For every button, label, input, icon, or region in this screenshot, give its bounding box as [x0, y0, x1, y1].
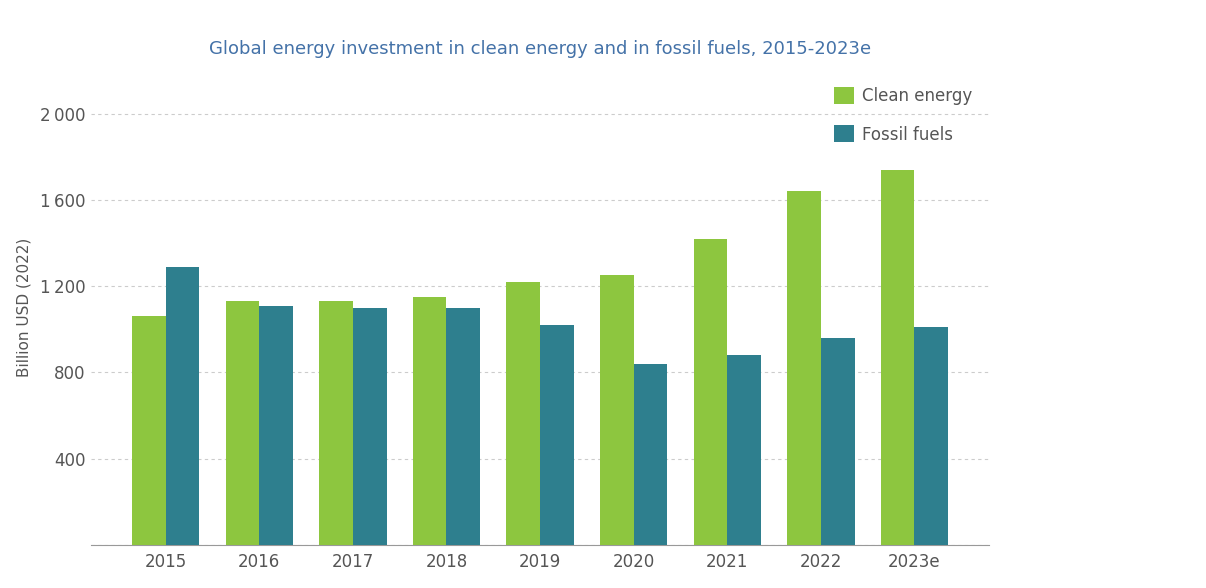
Bar [914, 327, 948, 545]
Bar [353, 308, 387, 545]
Bar [446, 308, 480, 545]
Bar [788, 191, 821, 545]
Bar [412, 297, 446, 545]
Bar [540, 325, 574, 545]
Bar [226, 301, 259, 545]
Bar [599, 275, 633, 545]
Bar [821, 338, 855, 545]
Bar [727, 355, 761, 545]
Title: Global energy investment in clean energy and in fossil fuels, 2015-2023e: Global energy investment in clean energy… [209, 40, 871, 58]
Legend: Clean energy, Fossil fuels: Clean energy, Fossil fuels [825, 79, 980, 152]
Bar [633, 364, 667, 545]
Bar [131, 316, 165, 545]
Bar [165, 267, 199, 545]
Y-axis label: Billion USD (2022): Billion USD (2022) [17, 238, 31, 377]
Bar [880, 170, 914, 545]
Bar [259, 306, 293, 545]
Bar [693, 239, 727, 545]
Bar [507, 282, 540, 545]
Bar [320, 301, 353, 545]
